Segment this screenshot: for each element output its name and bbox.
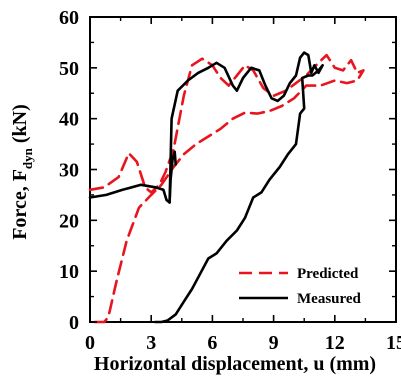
y-axis-title: Force, Fdyn (kN) [9,104,35,240]
y-tick-label: 40 [59,109,79,131]
y-tick-label: 60 [59,7,79,29]
x-tick-label: 12 [325,332,345,354]
x-tick-label: 0 [85,332,95,354]
x-tick-label: 15 [386,332,401,354]
y-axis-title-subscript: dyn [20,147,35,169]
series-line-measured [88,51,324,324]
x-tick-label: 3 [146,332,156,354]
y-axis-title-unit: (kN) [9,104,31,148]
legend-label-predicted: Predicted [297,266,359,282]
x-tick-label: 9 [269,332,279,354]
y-tick-label: 10 [59,261,79,283]
legend-label-measured: Measured [297,291,362,307]
tick-labels: 0 3 6 9 12 15 0 10 20 30 40 50 60 [59,7,401,354]
y-tick-label: 30 [59,160,79,182]
y-tick-label: 50 [59,58,79,80]
y-axis-title-main: Force, F [9,169,31,240]
x-tick-label: 6 [207,332,217,354]
x-axis-title: Horizontal displacement, u (mm) [94,353,376,375]
y-tick-label: 0 [69,312,79,334]
series-line-measured-branch-2 [168,150,177,204]
ticks-layer [89,16,397,323]
legend: Predicted Measured [239,266,362,307]
y-tick-label: 20 [59,210,79,232]
series-layer [88,51,365,324]
